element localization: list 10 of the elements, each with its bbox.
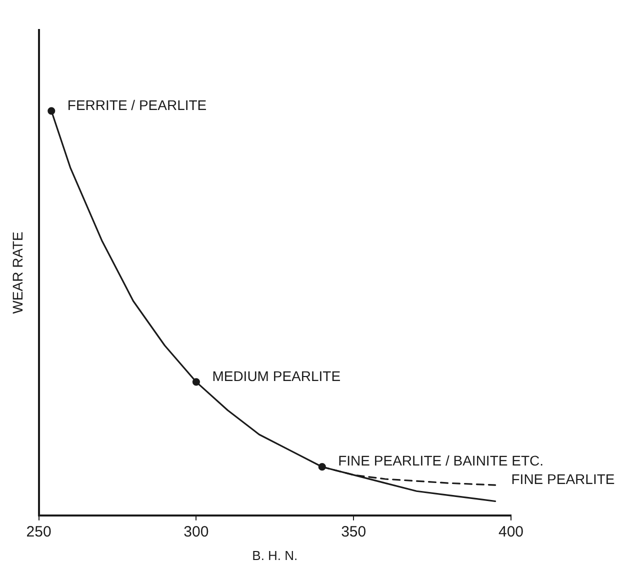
x-tick-label: 400 (498, 524, 524, 541)
y-axis-title: WEAR RATE (9, 232, 26, 314)
annotation: FERRITE / PEARLITE (67, 96, 207, 113)
x-axis-title: B. H. N. (252, 548, 298, 563)
annotation: FINE PEARLITE (511, 470, 615, 487)
annotation: FINE PEARLITE / BAINITE ETC. (338, 452, 544, 469)
x-tick-label: 300 (184, 524, 209, 541)
x-tick-label: 350 (341, 524, 366, 541)
x-tick-label: 250 (26, 524, 52, 541)
annotation: MEDIUM PEARLITE (212, 368, 341, 384)
